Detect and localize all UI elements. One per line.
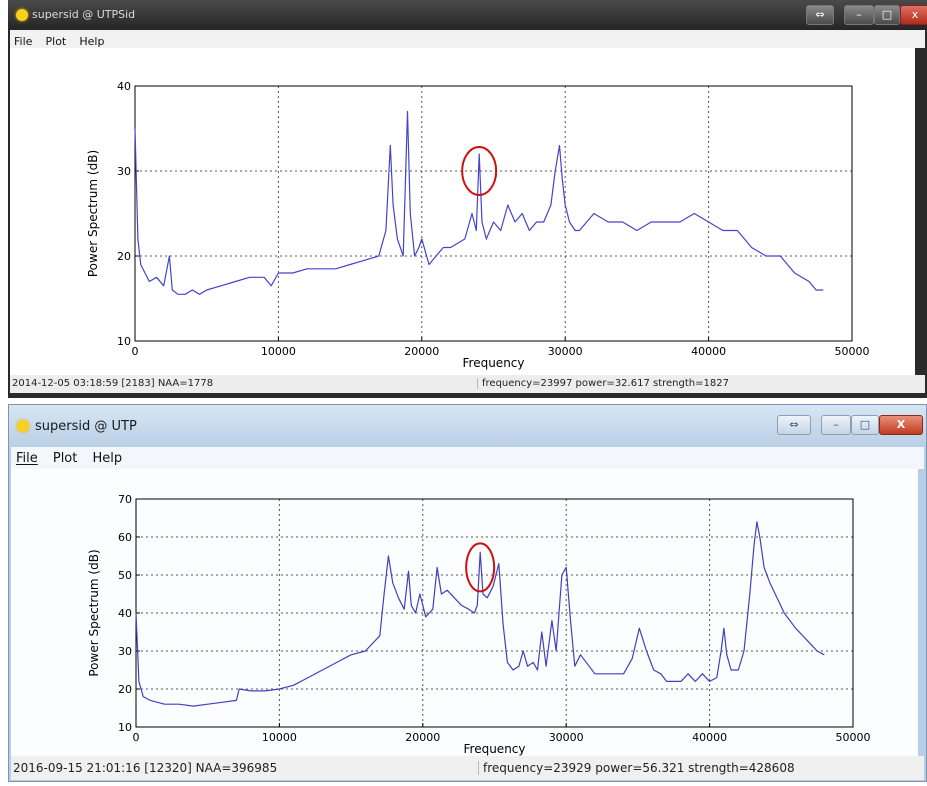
x-tick-label: 10000: [261, 345, 296, 358]
x-tick-label: 20000: [405, 731, 440, 744]
status-readout: frequency=23929 power=56.321 strength=42…: [478, 761, 795, 775]
supersid-window-top: supersid @ UTPSid ⇔ – □ x File Plot Help…: [8, 0, 927, 398]
spectrum-chart[interactable]: 0 10000 20000 30000 40000 50000 10 20 30 40 Freque…: [10, 48, 915, 375]
minimize-button[interactable]: –: [844, 5, 874, 25]
y-tick-label: 70: [118, 493, 132, 506]
status-bar: 2014-12-05 03:18:59 [2183] NAA=1778 freq…: [10, 375, 925, 393]
menu-plot[interactable]: Plot: [52, 451, 78, 466]
restore-icon[interactable]: ⇔: [777, 415, 811, 435]
window-title: supersid @ UTPSid: [32, 8, 136, 21]
highlight-circle: [461, 146, 498, 196]
window-title: supersid @ UTP: [35, 419, 137, 434]
plot-frame: [134, 85, 853, 342]
menu-help[interactable]: Help: [79, 35, 105, 48]
y-tick-label: 40: [118, 607, 132, 620]
x-tick-label: 30000: [548, 345, 583, 358]
status-bar: 2016-09-15 21:01:16 [12320] NAA=396985 f…: [11, 756, 924, 780]
x-tick-label: 40000: [691, 345, 726, 358]
spectrum-series-line: [134, 110, 824, 295]
x-tick-label: 50000: [836, 731, 871, 744]
close-button[interactable]: X: [879, 415, 923, 435]
x-tick-label: 50000: [835, 345, 870, 358]
y-tick-label: 50: [118, 569, 132, 582]
title-bar[interactable]: supersid @ UTPSid ⇔ – □ x: [8, 0, 927, 30]
y-tick-label: 10: [117, 335, 131, 348]
menu-bar: File Plot Help: [11, 447, 924, 469]
menu-file[interactable]: File: [16, 451, 38, 466]
spectrum-plot-area: 0 10000 20000 30000 40000 50000 10 20 30 40 Freque…: [10, 48, 915, 375]
close-button[interactable]: x: [900, 5, 927, 25]
maximize-button[interactable]: □: [851, 415, 879, 435]
x-tick-label: 20000: [404, 345, 439, 358]
spectrum-chart[interactable]: 0 10000 20000 30000 40000 50000 10 20 30 40 50 60 70…: [11, 469, 918, 756]
status-readout: frequency=23997 power=32.617 strength=18…: [477, 378, 729, 389]
maximize-button[interactable]: □: [874, 5, 900, 25]
menu-file[interactable]: File: [14, 35, 33, 48]
x-tick-label: 30000: [549, 731, 584, 744]
y-tick-label: 40: [117, 80, 131, 93]
menu-help[interactable]: Help: [92, 451, 123, 466]
menu-bar: File Plot Help: [10, 30, 925, 48]
supersid-sun-icon: [17, 420, 29, 432]
plot-frame: [135, 498, 854, 728]
y-axis-label: Power Spectrum (dB): [87, 549, 101, 676]
x-tick-label: 0: [133, 731, 140, 744]
x-tick-label: 40000: [692, 731, 727, 744]
y-tick-label: 20: [118, 683, 132, 696]
supersid-sun-icon: [16, 9, 28, 21]
y-tick-label: 10: [118, 721, 132, 734]
status-timestamp: 2014-12-05 03:18:59 [2183] NAA=1778: [12, 378, 214, 389]
y-tick-label: 20: [117, 250, 131, 263]
status-timestamp: 2016-09-15 21:01:16 [12320] NAA=396985: [13, 761, 278, 775]
y-tick-label: 30: [117, 165, 131, 178]
y-tick-label: 30: [118, 645, 132, 658]
spectrum-series-line: [135, 521, 825, 707]
minimize-button[interactable]: –: [821, 415, 851, 435]
highlight-circle: [465, 542, 496, 593]
restore-icon[interactable]: ⇔: [806, 5, 834, 25]
x-axis-label: Frequency: [464, 742, 526, 756]
x-tick-label: 10000: [262, 731, 297, 744]
y-axis-label: Power Spectrum (dB): [86, 150, 100, 277]
title-bar[interactable]: supersid @ UTP ⇔ – □ X: [9, 405, 926, 447]
spectrum-plot-area: 0 10000 20000 30000 40000 50000 10 20 30 40 50 60 70…: [11, 469, 918, 756]
x-tick-label: 0: [132, 345, 139, 358]
menu-plot[interactable]: Plot: [45, 35, 67, 48]
y-tick-label: 60: [118, 531, 132, 544]
x-axis-label: Frequency: [463, 356, 525, 370]
